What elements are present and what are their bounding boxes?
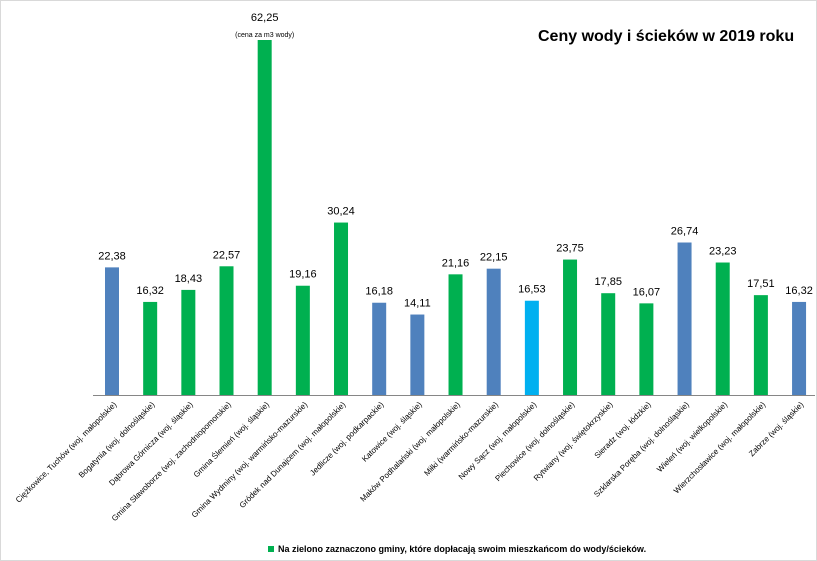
data-label: 17,85 (594, 276, 622, 288)
bar (448, 274, 463, 395)
bar (410, 314, 425, 395)
bar (601, 293, 616, 395)
bar (181, 289, 196, 395)
data-label: 16,07 (633, 286, 661, 298)
data-label: 16,32 (136, 285, 164, 297)
data-label: 16,18 (365, 286, 393, 298)
data-label: 26,74 (671, 226, 699, 238)
data-label: 18,43 (175, 273, 203, 285)
x-tick-label: Rytwiany (woj. świętokrzyskie) (532, 400, 615, 483)
bar (639, 303, 654, 395)
data-label: 22,38 (98, 250, 126, 262)
bar (753, 295, 768, 395)
bar (105, 267, 119, 395)
data-label: 23,23 (709, 246, 737, 258)
bar (372, 302, 387, 395)
x-tick-label: Nowy Sącz (woj. małopolskie) (457, 400, 539, 482)
data-label: 16,32 (785, 285, 813, 297)
legend-label: Na zielono zaznaczono gminy, które dopła… (278, 544, 647, 554)
bar (219, 266, 234, 395)
bar (486, 268, 501, 395)
data-label: 22,57 (213, 249, 241, 261)
data-label: 14,11 (404, 298, 431, 310)
x-tick-label: Piechowice (woj. dolnośląskie) (493, 400, 576, 483)
x-tick-label: Miłki (warmińsko-mazurskie) (422, 400, 500, 478)
data-label: 30,24 (327, 206, 355, 218)
legend: Na zielono zaznaczono gminy, które dopła… (268, 544, 646, 554)
bar (143, 301, 158, 395)
x-tick-label: Bogatynia (woj. dolnośląskie) (77, 400, 157, 480)
value-annotation: (cena za m3 wody) (235, 32, 294, 39)
chart-title: Ceny wody i ścieków w 2019 roku (538, 28, 795, 45)
x-tick-label: Jedlicze (woj. podkarpackie) (308, 400, 386, 478)
data-label: 62,25 (251, 12, 279, 24)
bar (563, 259, 578, 395)
data-label: 16,53 (518, 284, 546, 296)
data-label: 17,51 (747, 278, 775, 290)
bar (334, 222, 349, 395)
bar (792, 301, 807, 395)
data-label: 23,75 (556, 243, 584, 255)
x-tick-label: Gmina Ślemień (woj. śląskie) (192, 400, 272, 480)
bar (257, 40, 272, 395)
x-tick-label: Wieleń (woj. wielkopolskie) (655, 400, 729, 474)
bar (524, 300, 539, 395)
data-label: 22,15 (480, 252, 508, 264)
data-label: 21,16 (442, 257, 470, 269)
bar (715, 262, 730, 395)
legend-swatch (268, 546, 274, 552)
data-label: 19,16 (289, 269, 317, 281)
bar (677, 242, 692, 395)
bar (295, 285, 310, 395)
